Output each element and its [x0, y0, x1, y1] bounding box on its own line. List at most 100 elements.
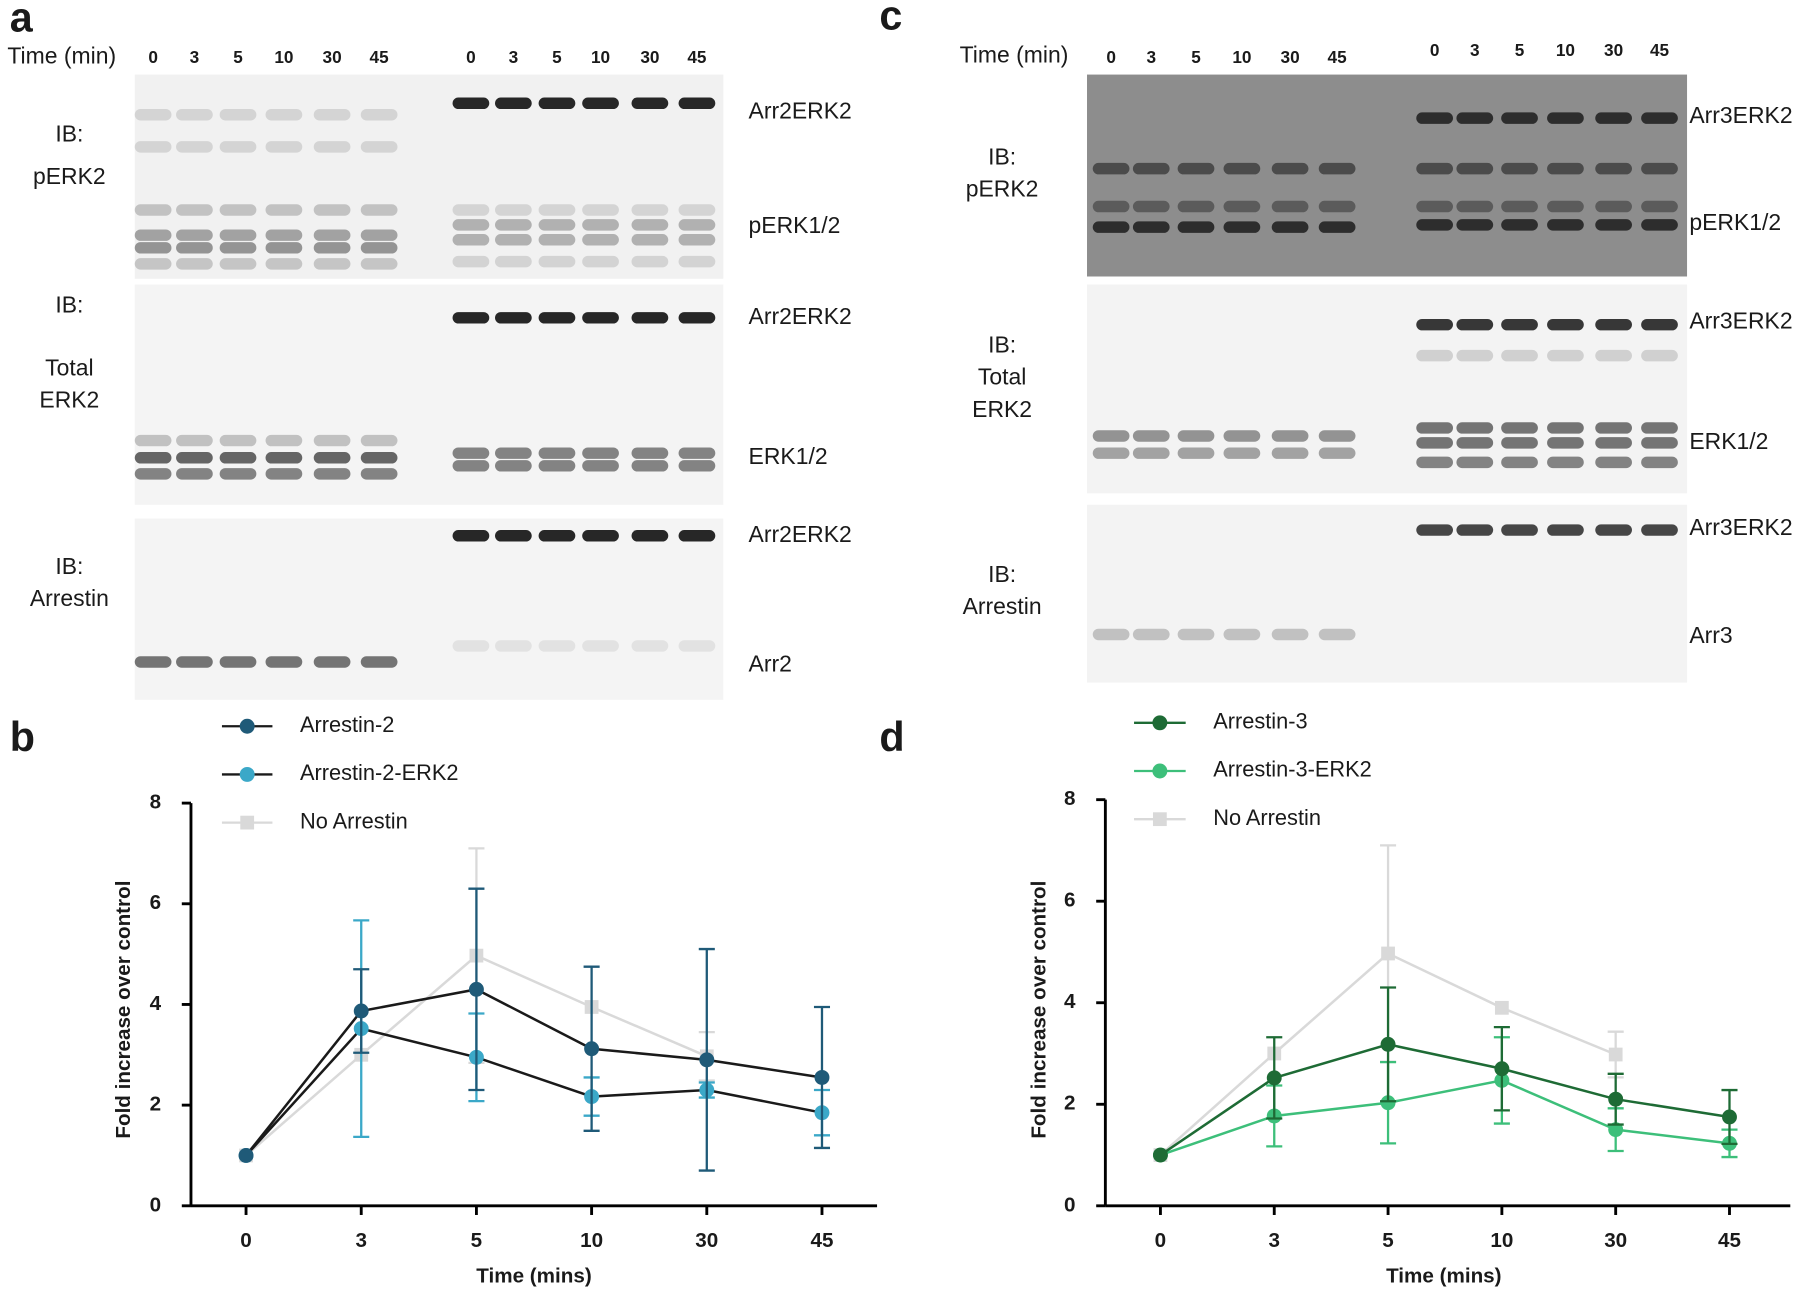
blot-band [1177, 628, 1215, 641]
data-point [1608, 1091, 1624, 1107]
lane-label: 45 [1328, 47, 1348, 67]
blot-band [678, 312, 716, 324]
data-point [1608, 1047, 1623, 1062]
band-label: Arr3ERK2 [1689, 514, 1792, 540]
blot-band [1501, 349, 1538, 362]
blot-band [1318, 221, 1356, 233]
blot-band [538, 460, 576, 472]
x-tick-label: 30 [695, 1229, 718, 1252]
blot-band [1595, 422, 1632, 434]
data-point [468, 981, 484, 997]
lane-label: 30 [1281, 47, 1300, 67]
blot-band [495, 530, 532, 542]
blot-band [1501, 422, 1538, 434]
lane-label: 0 [1430, 40, 1440, 60]
ib-label: IB: [988, 143, 1016, 169]
blot-band [452, 640, 490, 652]
blot-band [1092, 628, 1130, 641]
band-label: pERK1/2 [749, 212, 841, 238]
blot-band [1456, 112, 1494, 124]
legend-marker [1152, 812, 1167, 827]
blot-band [1456, 219, 1494, 231]
blot-band [313, 656, 351, 668]
lane-label: 0 [466, 47, 476, 67]
blot-band [1456, 349, 1494, 362]
blot-band [631, 312, 669, 324]
band-label: pERK1/2 [1689, 209, 1781, 235]
y-tick-label: 6 [150, 891, 161, 914]
blot-band [1547, 162, 1584, 175]
blot-band [1501, 219, 1538, 231]
blot-band [1177, 221, 1215, 233]
band-label: Arr2ERK2 [749, 521, 852, 547]
blot-band [176, 434, 213, 447]
blot-band [582, 640, 619, 652]
blot-band [1318, 200, 1356, 213]
data-point [699, 1052, 715, 1068]
blot-band [1501, 524, 1538, 536]
blot-band [176, 141, 213, 153]
x-tick-label: 45 [1718, 1229, 1741, 1252]
blot-band [1595, 456, 1632, 469]
blot-band [1223, 628, 1261, 641]
blot-band [495, 312, 532, 324]
blot-band [219, 452, 257, 464]
blot-band [1416, 456, 1453, 469]
blot-band [631, 234, 669, 246]
blot-band [313, 229, 351, 241]
blot-band [495, 640, 532, 652]
blot-band [538, 255, 576, 268]
blot-band [1092, 162, 1130, 175]
blot-band [265, 434, 303, 447]
data-point [1494, 1000, 1509, 1015]
blot-band [452, 234, 490, 246]
blot-band [313, 108, 351, 121]
x-axis-title: Time (mins) [476, 1264, 591, 1287]
blot-band [538, 640, 576, 652]
data-point [1722, 1109, 1737, 1125]
x-tick-label: 10 [580, 1229, 603, 1252]
series-line [1159, 1043, 1730, 1157]
x-tick-label: 5 [1382, 1229, 1393, 1252]
lane-label: 3 [509, 47, 519, 67]
blot-band [678, 460, 716, 472]
blot-band [1271, 162, 1309, 175]
blot-band [1271, 200, 1309, 213]
blot-band [1595, 318, 1632, 331]
ib-label: ERK2 [39, 387, 99, 413]
blot-band [176, 229, 213, 241]
blot-band [1132, 628, 1170, 641]
blot-band [631, 530, 669, 542]
lane-label: 10 [591, 47, 610, 67]
blot-band [1132, 221, 1170, 233]
panel-label: c [879, 0, 902, 38]
data-point [1381, 946, 1395, 961]
blot-band [134, 108, 172, 121]
blot-band [452, 447, 490, 459]
y-tick-label: 6 [1064, 889, 1075, 912]
blot-band [1223, 162, 1261, 175]
blot-band [1456, 200, 1494, 213]
y-tick-label: 8 [150, 791, 161, 814]
lane-label: 3 [1470, 40, 1480, 60]
blot-band [1177, 447, 1215, 459]
legend-marker [239, 766, 255, 782]
blot-band [1456, 456, 1494, 469]
band-label: Arr2 [749, 650, 792, 676]
blot-band [538, 97, 576, 109]
x-axis-title: Time (mins) [1386, 1264, 1501, 1287]
data-point [1608, 1122, 1624, 1138]
blot-band [538, 530, 576, 542]
ib-label: Total [978, 364, 1026, 390]
ib-label: Arrestin [963, 593, 1042, 619]
blot-band [360, 258, 398, 270]
blot-band [1416, 112, 1453, 124]
ib-label: pERK2 [33, 163, 106, 189]
lane-label: 5 [552, 47, 562, 67]
blot-band [265, 229, 303, 241]
blot-band [1416, 524, 1453, 536]
blot-band [219, 434, 257, 447]
blot-band [1547, 524, 1584, 536]
band-label: Arr3ERK2 [1689, 102, 1792, 128]
blot-band [1595, 162, 1632, 175]
